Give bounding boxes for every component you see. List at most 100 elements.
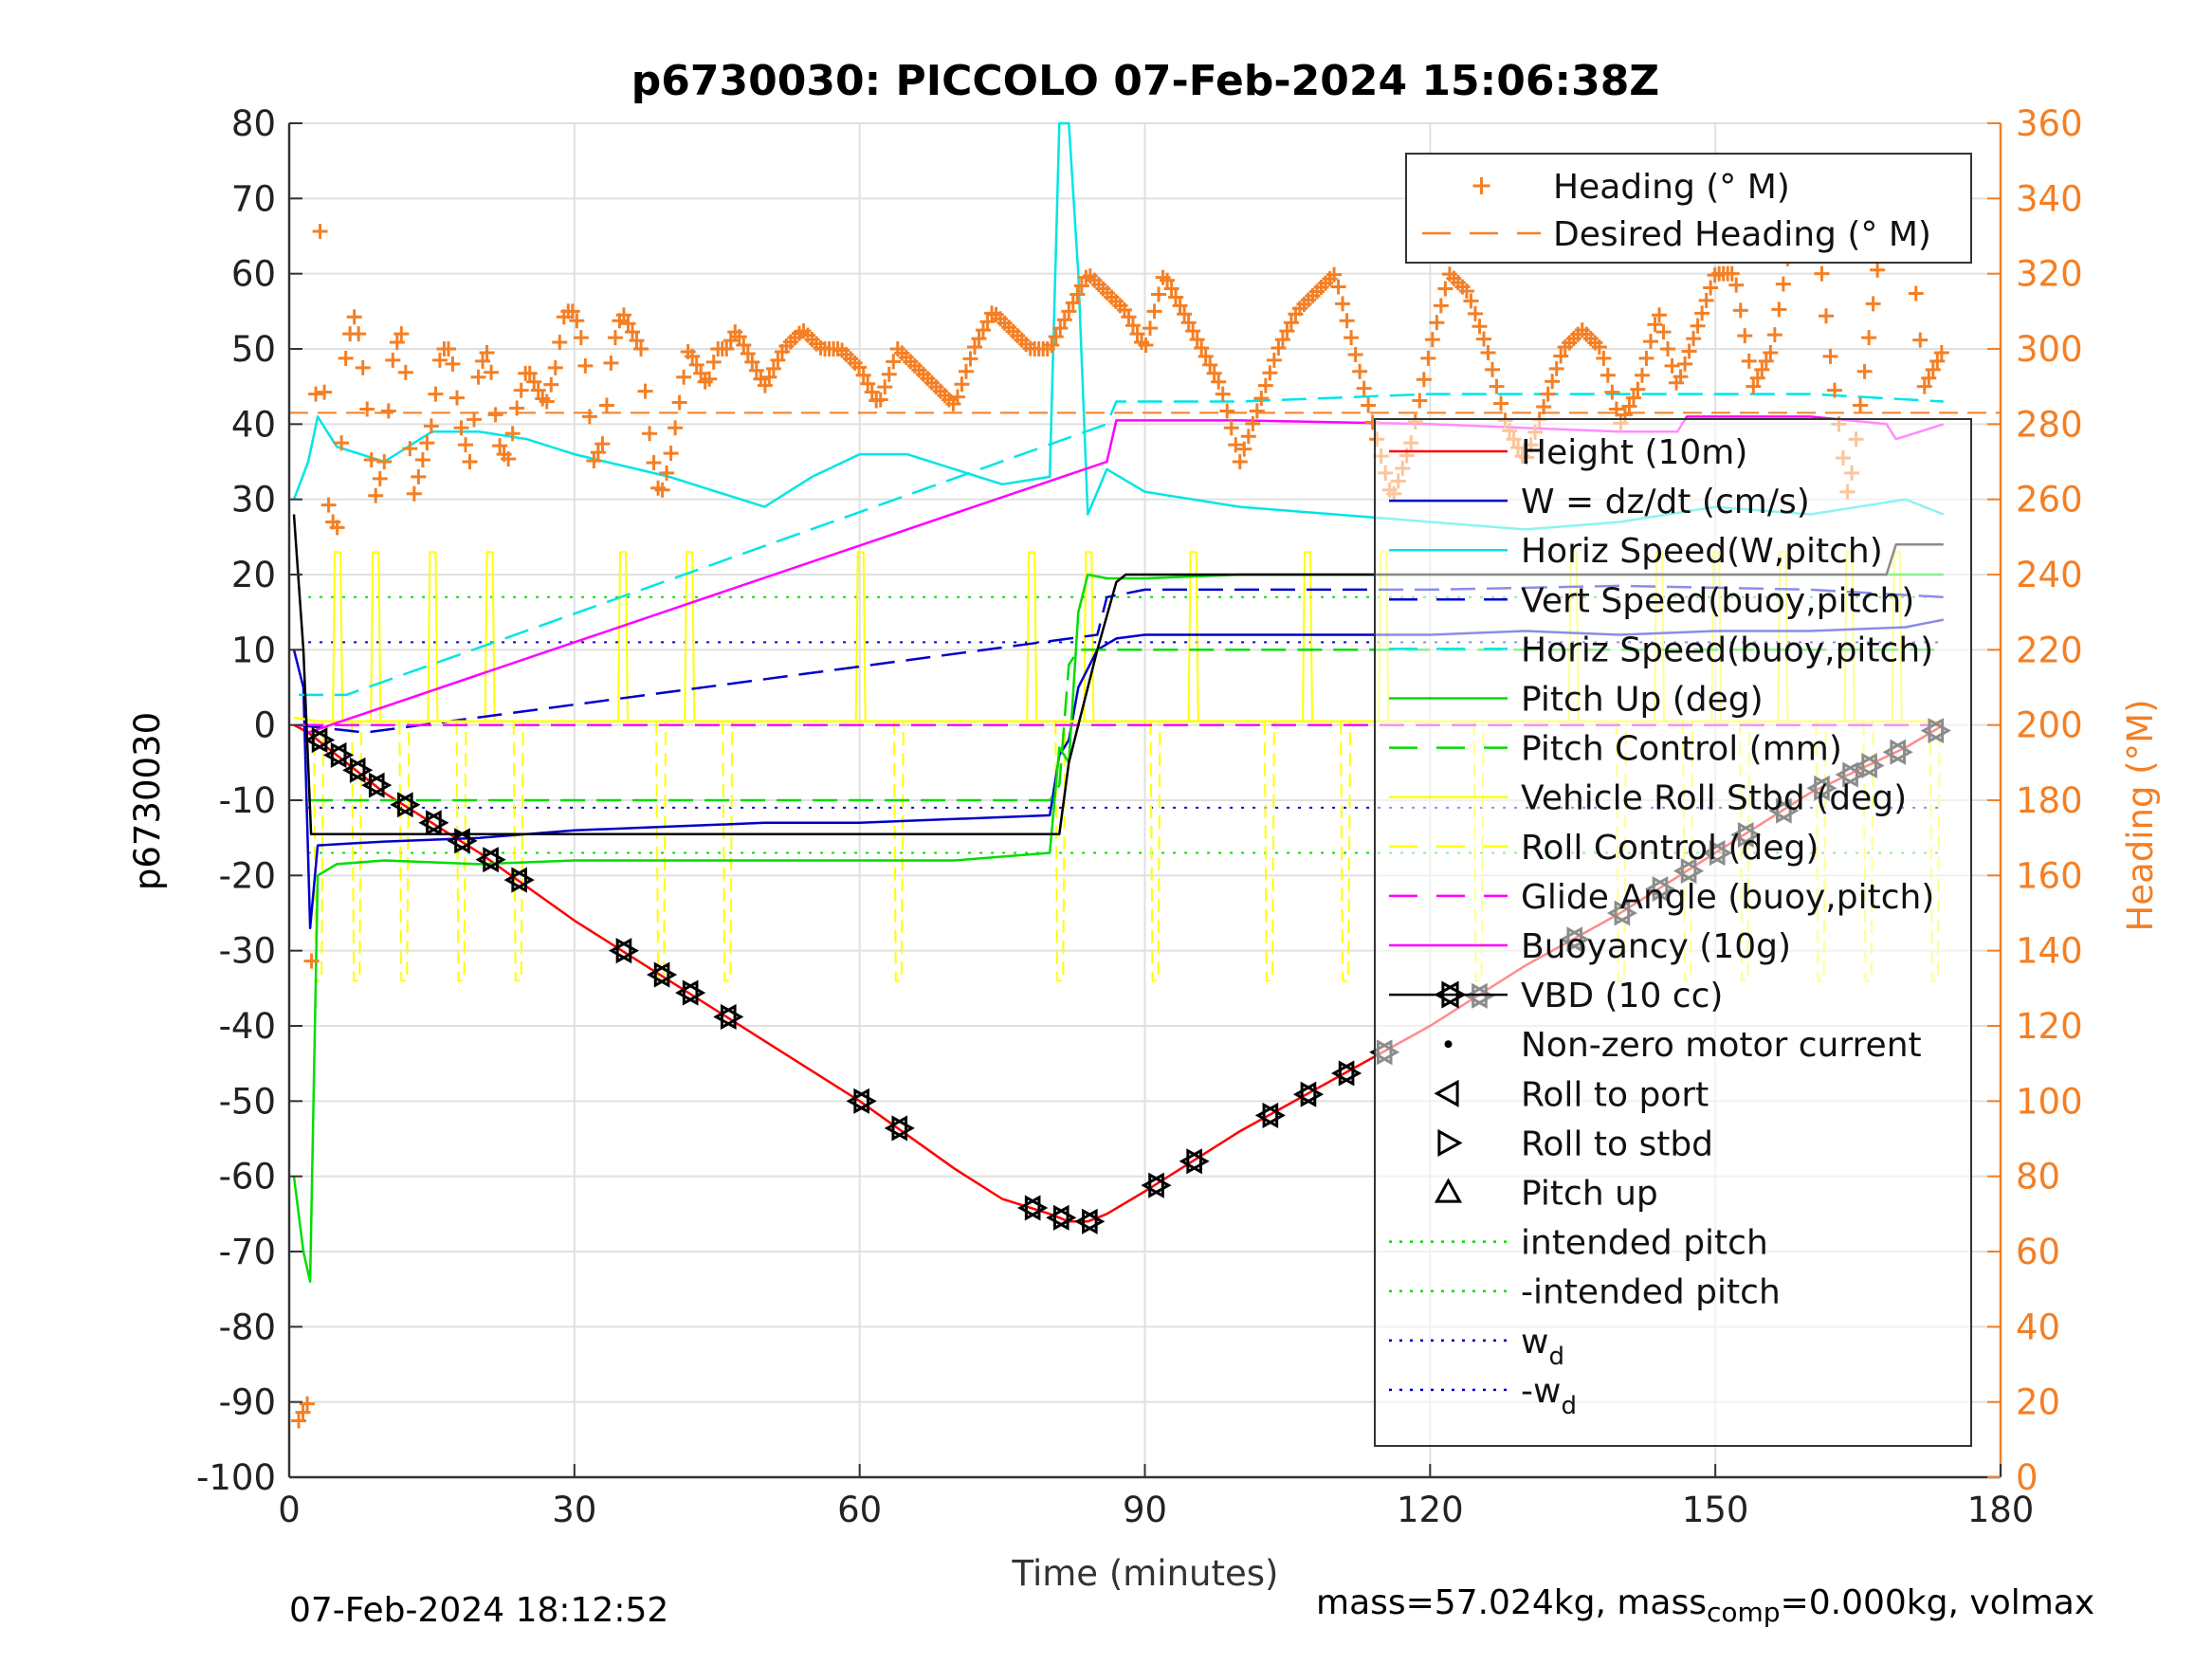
heading-point (380, 403, 396, 419)
heading-point (881, 366, 897, 382)
heading-point (663, 446, 679, 462)
heading-point (475, 353, 491, 369)
y-tick-label-right: 120 (2016, 1006, 2083, 1047)
heading-point (1160, 272, 1176, 288)
y-tick-label-right: 0 (2016, 1457, 2038, 1498)
x-tick-label: 0 (278, 1490, 301, 1530)
legend-heading: Heading (° M) Desired Heading (° M) (1405, 153, 1972, 264)
heading-point (1048, 329, 1064, 345)
heading-point (864, 384, 880, 400)
heading-point (1861, 330, 1877, 346)
x-tick-label: 90 (1123, 1490, 1167, 1530)
heading-point (1129, 326, 1145, 342)
heading-point (351, 326, 367, 342)
heading-point (1339, 313, 1355, 329)
heading-point (1724, 265, 1740, 282)
heading-point (1604, 384, 1620, 400)
heading-point (1202, 357, 1218, 373)
heading-point (671, 394, 687, 411)
roll-control-spike (484, 551, 496, 722)
roll-control-spike (370, 551, 382, 722)
heading-point (1694, 305, 1710, 321)
heading-point (300, 1396, 316, 1412)
y-tick-label-right: 100 (2016, 1081, 2083, 1122)
heading-point (346, 309, 362, 325)
heading-point (1621, 398, 1637, 414)
heading-point (688, 357, 704, 373)
heading-point (1912, 332, 1929, 348)
heading-point (291, 1413, 307, 1429)
x-axis-label: Time (minutes) (1012, 1553, 1279, 1594)
heading-point (1361, 397, 1377, 413)
roll-stbd-marker (682, 979, 706, 1006)
roll-port-marker (1254, 1102, 1279, 1128)
heading-point (1600, 367, 1616, 383)
roll-control-spike (1054, 721, 1067, 982)
roll-stbd-marker (483, 847, 506, 873)
roll-stbd-marker (330, 741, 355, 768)
heading-point (1143, 320, 1159, 337)
heading-point (740, 345, 756, 361)
heading-point (1630, 381, 1646, 397)
heading-point (1625, 390, 1641, 406)
heading-point (308, 386, 324, 402)
heading-point (1664, 357, 1680, 374)
footer-mass-pre: mass=57.024kg, mass (1316, 1583, 1707, 1622)
roll-port-marker (503, 867, 527, 893)
heading-point (719, 341, 735, 357)
heading-point (1540, 386, 1556, 402)
roll-stbd-marker (311, 726, 336, 754)
heading-point (1545, 374, 1561, 390)
heading-point (1052, 320, 1069, 337)
y-tick-label-right: 340 (2016, 178, 2083, 219)
heading-point (564, 303, 580, 320)
roll-stbd-marker (1338, 1060, 1362, 1087)
roll-control-spike (854, 551, 867, 722)
heading-point (368, 487, 384, 503)
roll-port-marker (361, 772, 385, 798)
y-tick-label-right: 280 (2016, 404, 2083, 445)
heading-point (1908, 285, 1924, 302)
heading-point (1681, 343, 1697, 359)
heading-point (479, 344, 495, 360)
legend-sample-dot (1444, 1040, 1453, 1049)
heading-point (598, 397, 614, 413)
y-tick-label-left: 20 (231, 555, 276, 595)
heading-point (702, 371, 718, 387)
heading-point (462, 454, 478, 469)
heading-point (872, 392, 888, 408)
heading-point (1856, 363, 1873, 379)
heading-point (1746, 378, 1762, 394)
heading-point (431, 352, 448, 368)
y-tick-label-left: 10 (231, 630, 276, 670)
heading-point (363, 452, 379, 468)
legend-label-subscript: d (1548, 1343, 1564, 1371)
legend-label: Horiz Speed(buoy,pitch) (1521, 631, 1933, 669)
footer-mass-post: =0.000kg, volmax (1780, 1583, 2095, 1622)
roll-control-spike (332, 551, 344, 722)
heading-point (303, 953, 320, 969)
heading-point (1266, 352, 1282, 368)
heading-point (530, 382, 546, 398)
heading-point (393, 326, 410, 342)
heading-point (547, 359, 563, 375)
roll-control-spike (398, 721, 411, 982)
roll-control-spike (617, 551, 629, 722)
heading-point (642, 426, 658, 442)
footer-timestamp: 07-Feb-2024 18:12:52 (289, 1591, 669, 1630)
heading-point (414, 452, 430, 468)
y-tick-label-right: 360 (2016, 103, 2083, 144)
heading-point (501, 451, 517, 467)
heading-point (1536, 398, 1552, 414)
heading-point (397, 364, 413, 380)
heading-point (1069, 286, 1086, 302)
heading-point (359, 401, 375, 417)
heading-point (1206, 365, 1222, 381)
heading-point (526, 374, 542, 390)
heading-point (1424, 332, 1440, 348)
heading-point (1240, 429, 1256, 445)
roll-stbd-marker (511, 867, 535, 893)
heading-point (1215, 386, 1231, 402)
roll-stbd-marker (1186, 1148, 1210, 1175)
